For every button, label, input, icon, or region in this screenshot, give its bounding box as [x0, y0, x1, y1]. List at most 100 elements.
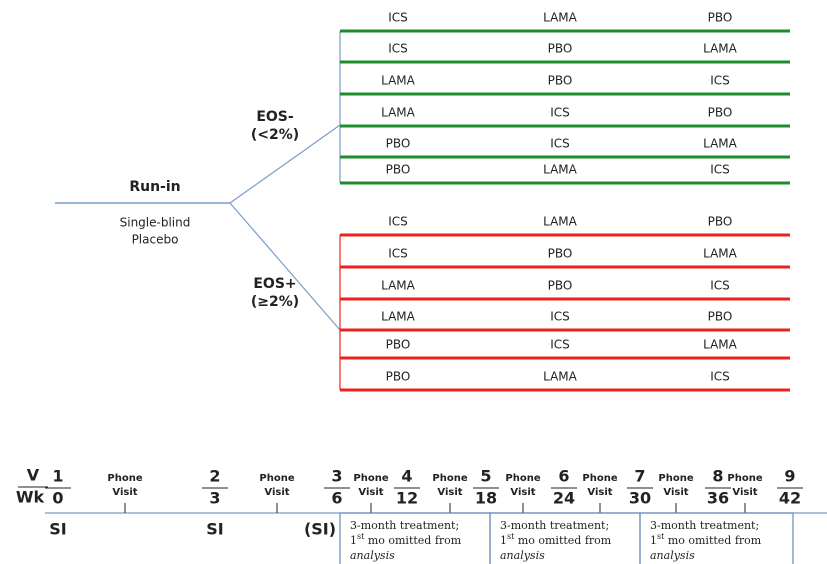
- treatment: ICS: [388, 247, 408, 261]
- ordinal-suffix: st: [357, 532, 365, 541]
- period-text-rest: mo omitted from: [364, 534, 461, 547]
- visit-number: 9: [784, 467, 795, 486]
- phone-visit: Phone: [432, 473, 467, 484]
- treatment: ICS: [710, 279, 730, 293]
- arm-criterion: (≥2%): [251, 294, 299, 310]
- week-row-label: Wk: [16, 488, 45, 507]
- phone-visit: Phone: [658, 473, 693, 484]
- treatment: ICS: [710, 74, 730, 88]
- treatment: PBO: [386, 163, 411, 177]
- treatment: LAMA: [703, 137, 738, 151]
- phone-visit: Visit: [732, 487, 757, 498]
- treatment: PBO: [548, 279, 573, 293]
- ordinal: 1: [350, 534, 357, 547]
- period-text-rest: mo omitted from: [664, 534, 761, 547]
- visit-number: 1: [52, 467, 63, 486]
- visit-number: 8: [712, 467, 723, 486]
- arm-criterion: (<2%): [251, 127, 299, 143]
- period-text-rest: mo omitted from: [514, 534, 611, 547]
- branch-line: [229, 124, 341, 204]
- visit-week: 18: [475, 489, 497, 508]
- phone-visit: Phone: [505, 473, 540, 484]
- visit-row-label: V: [27, 466, 40, 485]
- visit-number: 2: [209, 467, 220, 486]
- run-in-text: Placebo: [132, 233, 179, 247]
- treatment: LAMA: [543, 215, 578, 229]
- phone-visit: Phone: [259, 473, 294, 484]
- period-text: 1st mo omitted from: [350, 532, 462, 547]
- treatment: PBO: [386, 137, 411, 151]
- treatment: LAMA: [543, 11, 578, 25]
- phone-visit: Phone: [107, 473, 142, 484]
- screening-label: (SI): [304, 520, 336, 539]
- ordinal-suffix: st: [507, 532, 515, 541]
- treatment: PBO: [386, 370, 411, 384]
- phone-visit: Visit: [112, 487, 137, 498]
- period-text: 3-month treatment;: [650, 519, 759, 532]
- treatment: LAMA: [381, 310, 416, 324]
- phone-visit: Visit: [510, 487, 535, 498]
- period-text: 3-month treatment;: [350, 519, 459, 532]
- visit-number: 6: [558, 467, 569, 486]
- phone-visit: Visit: [663, 487, 688, 498]
- visit-week: 3: [209, 489, 220, 508]
- visit-week: 0: [52, 489, 63, 508]
- period-text: 3-month treatment;: [500, 519, 609, 532]
- visit-number: 7: [634, 467, 645, 486]
- treatment: PBO: [708, 310, 733, 324]
- period-text: analysis: [500, 549, 545, 562]
- phone-visit: Phone: [353, 473, 388, 484]
- treatment: ICS: [388, 42, 408, 56]
- treatment: PBO: [708, 11, 733, 25]
- treatment: ICS: [388, 215, 408, 229]
- treatment: PBO: [548, 247, 573, 261]
- treatment: LAMA: [703, 42, 738, 56]
- visit-week: 24: [553, 489, 575, 508]
- treatment: PBO: [386, 338, 411, 352]
- treatment: LAMA: [543, 163, 578, 177]
- arm-label: EOS+: [253, 276, 296, 292]
- visit-number: 5: [480, 467, 491, 486]
- treatment: PBO: [548, 42, 573, 56]
- phone-visit: Phone: [727, 473, 762, 484]
- visit-number: 3: [331, 467, 342, 486]
- treatment: LAMA: [543, 370, 578, 384]
- phone-visit: Visit: [587, 487, 612, 498]
- visit-week: 30: [629, 489, 651, 508]
- treatment: LAMA: [703, 247, 738, 261]
- treatment: PBO: [708, 215, 733, 229]
- period-text: analysis: [350, 549, 395, 562]
- phone-visit: Visit: [437, 487, 462, 498]
- treatment-period-box: [639, 512, 794, 564]
- run-in-title: Run-in: [129, 179, 180, 195]
- phone-visit: Visit: [264, 487, 289, 498]
- treatment: ICS: [710, 163, 730, 177]
- treatment: LAMA: [381, 74, 416, 88]
- ordinal-suffix: st: [657, 532, 665, 541]
- visit-week: 42: [779, 489, 801, 508]
- treatment: ICS: [550, 338, 570, 352]
- treatment: ICS: [710, 370, 730, 384]
- visit-number: 4: [401, 467, 412, 486]
- visit-week: 36: [707, 489, 729, 508]
- ordinal: 1: [500, 534, 507, 547]
- treatment: ICS: [388, 11, 408, 25]
- period-text: 1st mo omitted from: [650, 532, 762, 547]
- treatment: PBO: [708, 106, 733, 120]
- screening-label: SI: [206, 520, 223, 539]
- period-text: analysis: [650, 549, 695, 562]
- visit-week: 12: [396, 489, 418, 508]
- screening-label: SI: [49, 520, 66, 539]
- phone-visit: Phone: [582, 473, 617, 484]
- phone-visit: Visit: [358, 487, 383, 498]
- visit-week: 6: [331, 489, 342, 508]
- treatment: LAMA: [381, 279, 416, 293]
- treatment: ICS: [550, 310, 570, 324]
- branch-line: [229, 202, 341, 331]
- run-in-text: Single-blind: [120, 216, 191, 230]
- treatment: ICS: [550, 137, 570, 151]
- treatment: ICS: [550, 106, 570, 120]
- arm-label: EOS-: [256, 109, 294, 125]
- period-text: 1st mo omitted from: [500, 532, 612, 547]
